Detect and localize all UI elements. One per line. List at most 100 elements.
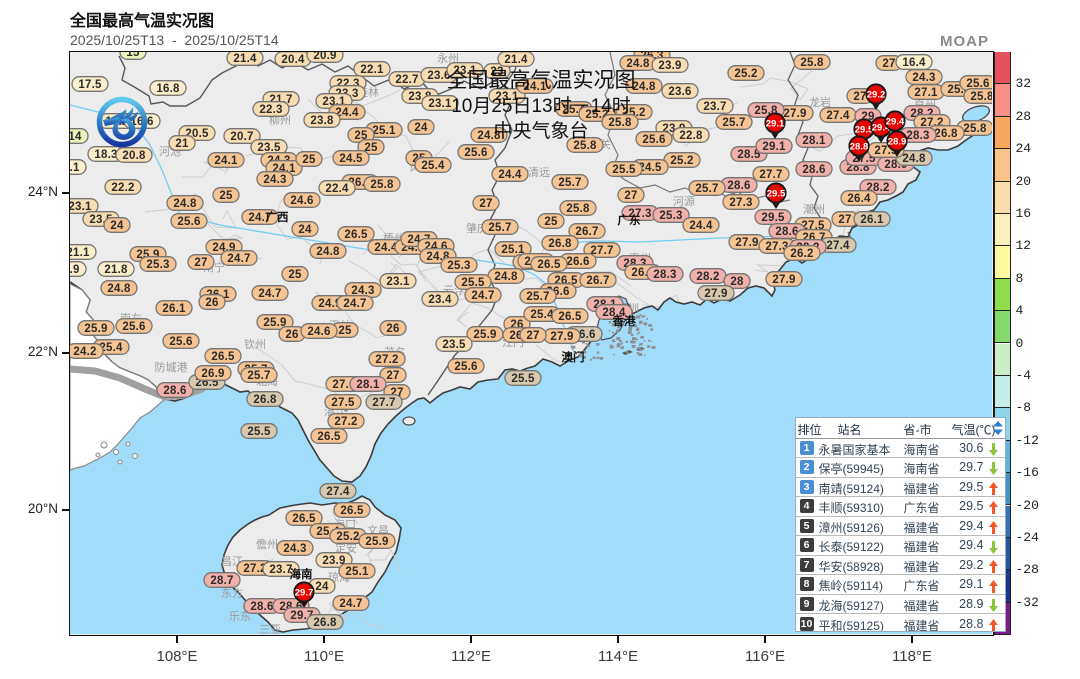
svg-text:24.4: 24.4 — [335, 107, 359, 119]
svg-text:28.1: 28.1 — [802, 135, 826, 147]
svg-text:23.1: 23.1 — [428, 98, 452, 110]
svg-text:24.3: 24.3 — [263, 174, 286, 186]
svg-text:24.7: 24.7 — [248, 212, 271, 224]
svg-text:乐东: 乐东 — [229, 610, 251, 623]
svg-text:25.6: 25.6 — [122, 321, 145, 333]
svg-text:24.4: 24.4 — [689, 220, 713, 232]
svg-text:23.1: 23.1 — [386, 276, 410, 288]
svg-text:永州: 永州 — [437, 52, 459, 65]
svg-text:29.1: 29.1 — [762, 141, 786, 153]
svg-text:25.4: 25.4 — [530, 309, 554, 321]
svg-text:22.8: 22.8 — [679, 130, 703, 142]
svg-text:27: 27 — [479, 198, 492, 210]
svg-text:25: 25 — [338, 325, 352, 337]
svg-text:26.5: 26.5 — [211, 351, 235, 363]
svg-text:23.9: 23.9 — [658, 60, 681, 72]
svg-text:27: 27 — [838, 214, 851, 226]
svg-text:26.8: 26.8 — [934, 128, 958, 140]
svg-text:24.8: 24.8 — [626, 58, 650, 70]
svg-text:27.9: 27.9 — [772, 274, 795, 286]
svg-text:澳门: 澳门 — [562, 350, 585, 364]
svg-text:17.5: 17.5 — [78, 79, 102, 91]
svg-text:23.7: 23.7 — [269, 564, 292, 576]
svg-text:25.9: 25.9 — [263, 317, 286, 329]
svg-text:21.4: 21.4 — [504, 54, 528, 66]
svg-text:26.5: 26.5 — [317, 431, 341, 443]
svg-text:25: 25 — [302, 154, 316, 166]
svg-text:26.1: 26.1 — [162, 303, 186, 315]
svg-text:28.7: 28.7 — [210, 575, 233, 587]
svg-text:24.3: 24.3 — [351, 285, 374, 297]
svg-text:27: 27 — [194, 257, 207, 269]
svg-text:25.4: 25.4 — [99, 342, 123, 354]
svg-text:24.4: 24.4 — [498, 169, 522, 181]
svg-text:20.4: 20.4 — [281, 54, 305, 66]
svg-text:27.4: 27.4 — [826, 110, 850, 122]
svg-text:26.7: 26.7 — [586, 275, 609, 287]
svg-text:海南: 海南 — [290, 567, 313, 581]
svg-text:25.8: 25.8 — [573, 140, 597, 152]
svg-text:28.6: 28.6 — [250, 601, 273, 613]
svg-text:28.6: 28.6 — [802, 164, 825, 176]
svg-text:河源: 河源 — [673, 194, 695, 208]
svg-text:22.2: 22.2 — [111, 182, 134, 194]
svg-text:25: 25 — [364, 142, 378, 154]
svg-text:21.8: 21.8 — [104, 264, 128, 276]
svg-text:27.3: 27.3 — [729, 197, 752, 209]
svg-text:26.5: 26.5 — [558, 311, 582, 323]
svg-text:27.7: 27.7 — [759, 169, 782, 181]
svg-text:25.9: 25.9 — [84, 323, 107, 335]
svg-text:21: 21 — [175, 138, 189, 150]
svg-text:28.3: 28.3 — [653, 269, 676, 281]
svg-text:28.8: 28.8 — [850, 141, 869, 152]
svg-text:28: 28 — [730, 276, 744, 288]
svg-text:25.8: 25.8 — [970, 91, 992, 103]
svg-text:21.4: 21.4 — [233, 53, 257, 65]
svg-text:25.7: 25.7 — [488, 222, 511, 234]
svg-text:24.8: 24.8 — [173, 198, 197, 210]
svg-text:26.7: 26.7 — [575, 226, 598, 238]
svg-text:29.4: 29.4 — [886, 116, 905, 127]
svg-text:25.6: 25.6 — [454, 361, 477, 373]
svg-text:29.2: 29.2 — [867, 89, 886, 100]
svg-text:27.9: 27.9 — [783, 108, 806, 120]
svg-text:29.5: 29.5 — [855, 124, 874, 135]
svg-text:24: 24 — [315, 581, 329, 593]
svg-text:广西: 广西 — [266, 210, 289, 224]
svg-text:龙岩: 龙岩 — [809, 95, 831, 109]
svg-text:29.1: 29.1 — [766, 118, 785, 129]
svg-text:25.7: 25.7 — [722, 117, 745, 129]
svg-text:28.3: 28.3 — [906, 130, 929, 142]
svg-text:三亚: 三亚 — [259, 624, 281, 634]
svg-text:26: 26 — [285, 329, 298, 341]
svg-text:29.4: 29.4 — [872, 122, 891, 133]
svg-text:23.6: 23.6 — [427, 70, 450, 82]
svg-text:28.4: 28.4 — [602, 307, 626, 319]
svg-text:24.3: 24.3 — [912, 72, 935, 84]
svg-text:27.1: 27.1 — [914, 87, 938, 99]
svg-text:24.6: 24.6 — [290, 195, 313, 207]
svg-text:23.6: 23.6 — [668, 86, 691, 98]
svg-text:25.7: 25.7 — [247, 370, 270, 382]
svg-text:26.5: 26.5 — [344, 229, 368, 241]
svg-text:28.1: 28.1 — [356, 379, 380, 391]
svg-text:24.2: 24.2 — [73, 346, 96, 358]
svg-text:25.7: 25.7 — [526, 291, 549, 303]
svg-text:23.1: 23.1 — [70, 201, 92, 213]
svg-text:25.3: 25.3 — [659, 210, 682, 222]
svg-text:24.8: 24.8 — [902, 153, 926, 165]
svg-text:22.4: 22.4 — [325, 183, 349, 195]
svg-text:23.5: 23.5 — [257, 142, 281, 154]
svg-text:28.5: 28.5 — [737, 149, 761, 161]
svg-text:23.1: 23.1 — [453, 65, 477, 77]
svg-text:20.7: 20.7 — [230, 131, 253, 143]
svg-text:22.7: 22.7 — [395, 74, 418, 86]
svg-text:定安: 定安 — [335, 541, 357, 555]
svg-text:25.5: 25.5 — [511, 373, 535, 385]
svg-text:27.9: 27.9 — [735, 237, 758, 249]
svg-text:24.7: 24.7 — [343, 298, 366, 310]
svg-text:25.6: 25.6 — [169, 336, 192, 348]
svg-text:25: 25 — [354, 130, 368, 142]
svg-text:25.1: 25.1 — [501, 244, 525, 256]
svg-text:24.8: 24.8 — [107, 283, 131, 295]
